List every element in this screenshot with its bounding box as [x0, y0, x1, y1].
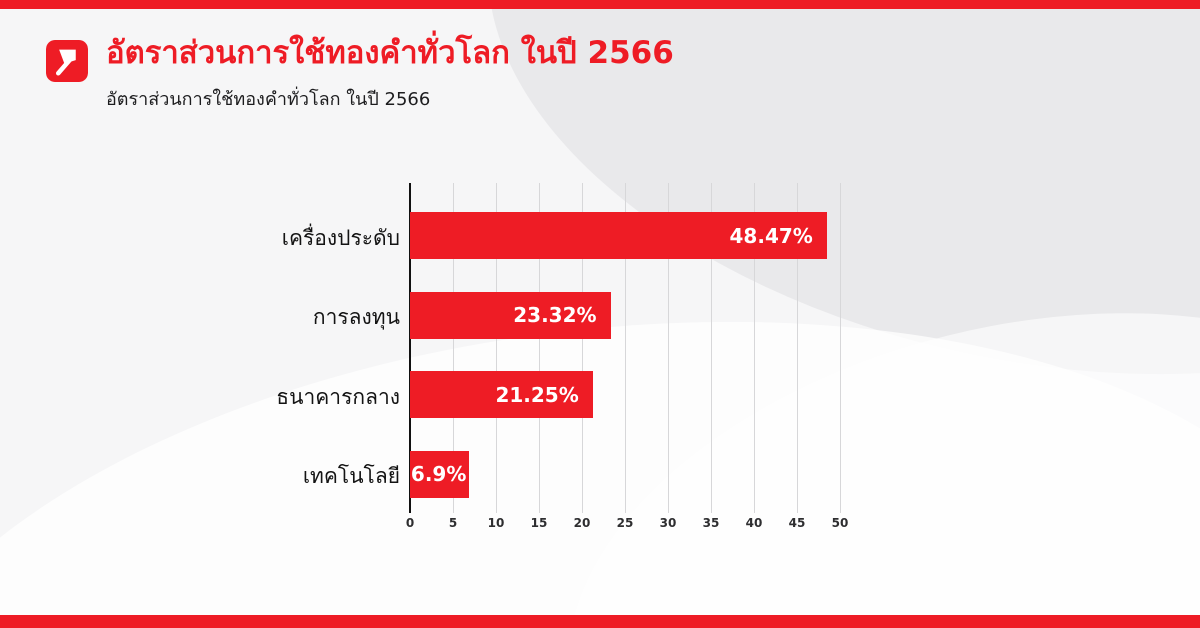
gridline	[711, 183, 712, 513]
bar-value-label: 23.32%	[513, 303, 597, 327]
x-tick-label: 10	[487, 516, 505, 530]
gridline	[797, 183, 798, 513]
gridline	[668, 183, 669, 513]
top-accent-bar	[0, 0, 1200, 9]
x-tick-label: 25	[616, 516, 634, 530]
y-axis-line	[409, 183, 411, 513]
page-title-year: 2566	[587, 35, 674, 71]
x-tick-label: 20	[573, 516, 591, 530]
gridline	[840, 183, 841, 513]
gridline	[582, 183, 583, 513]
x-tick-label: 45	[788, 516, 806, 530]
header-text: อัตราส่วนการใช้ทองคำทั่วโลก ในปี 2566 อั…	[106, 35, 674, 113]
category-label: เครื่องประดับ	[281, 225, 400, 250]
bar-chart-plot-area: 48.47% 23.32% 21.25% 6.9%	[409, 183, 841, 513]
header: อัตราส่วนการใช้ทองคำทั่วโลก ในปี 2566 อั…	[46, 35, 674, 113]
x-tick-label: 40	[745, 516, 763, 530]
page-title-text: อัตราส่วนการใช้ทองคำทั่วโลก ในปี	[106, 35, 588, 71]
x-tick-label: 0	[405, 516, 415, 530]
gridline	[625, 183, 626, 513]
category-label: ธนาคารกลาง	[276, 384, 400, 409]
bar-value-label: 21.25%	[495, 382, 579, 407]
bottom-accent-bar	[0, 615, 1200, 628]
x-tick-label: 50	[831, 516, 849, 530]
gridline	[453, 183, 454, 513]
gridline	[539, 183, 540, 513]
category-label: การลงทุน	[312, 305, 400, 329]
gridline	[496, 183, 497, 513]
x-tick-label: 35	[702, 516, 720, 530]
page-subtitle: อัตราส่วนการใช้ทองคำทั่วโลก ในปี 2566	[106, 88, 431, 110]
bar-value-label: 48.47%	[729, 223, 813, 248]
bar-1: 48.47%	[410, 212, 827, 259]
bar-value-label: 6.9%	[410, 462, 467, 486]
category-label: เทคโนโลยี	[302, 464, 400, 488]
bar-3: 21.25%	[410, 371, 593, 418]
x-tick-label: 30	[659, 516, 677, 530]
x-tick-label: 15	[530, 516, 548, 530]
bar-4: 6.9%	[410, 450, 470, 498]
page-title: อัตราส่วนการใช้ทองคำทั่วโลก ในปี 2566	[106, 35, 674, 72]
bar-2: 23.32%	[410, 291, 611, 339]
brand-logo-icon	[46, 40, 88, 82]
x-tick-label: 5	[448, 516, 458, 530]
gridline	[754, 183, 755, 513]
